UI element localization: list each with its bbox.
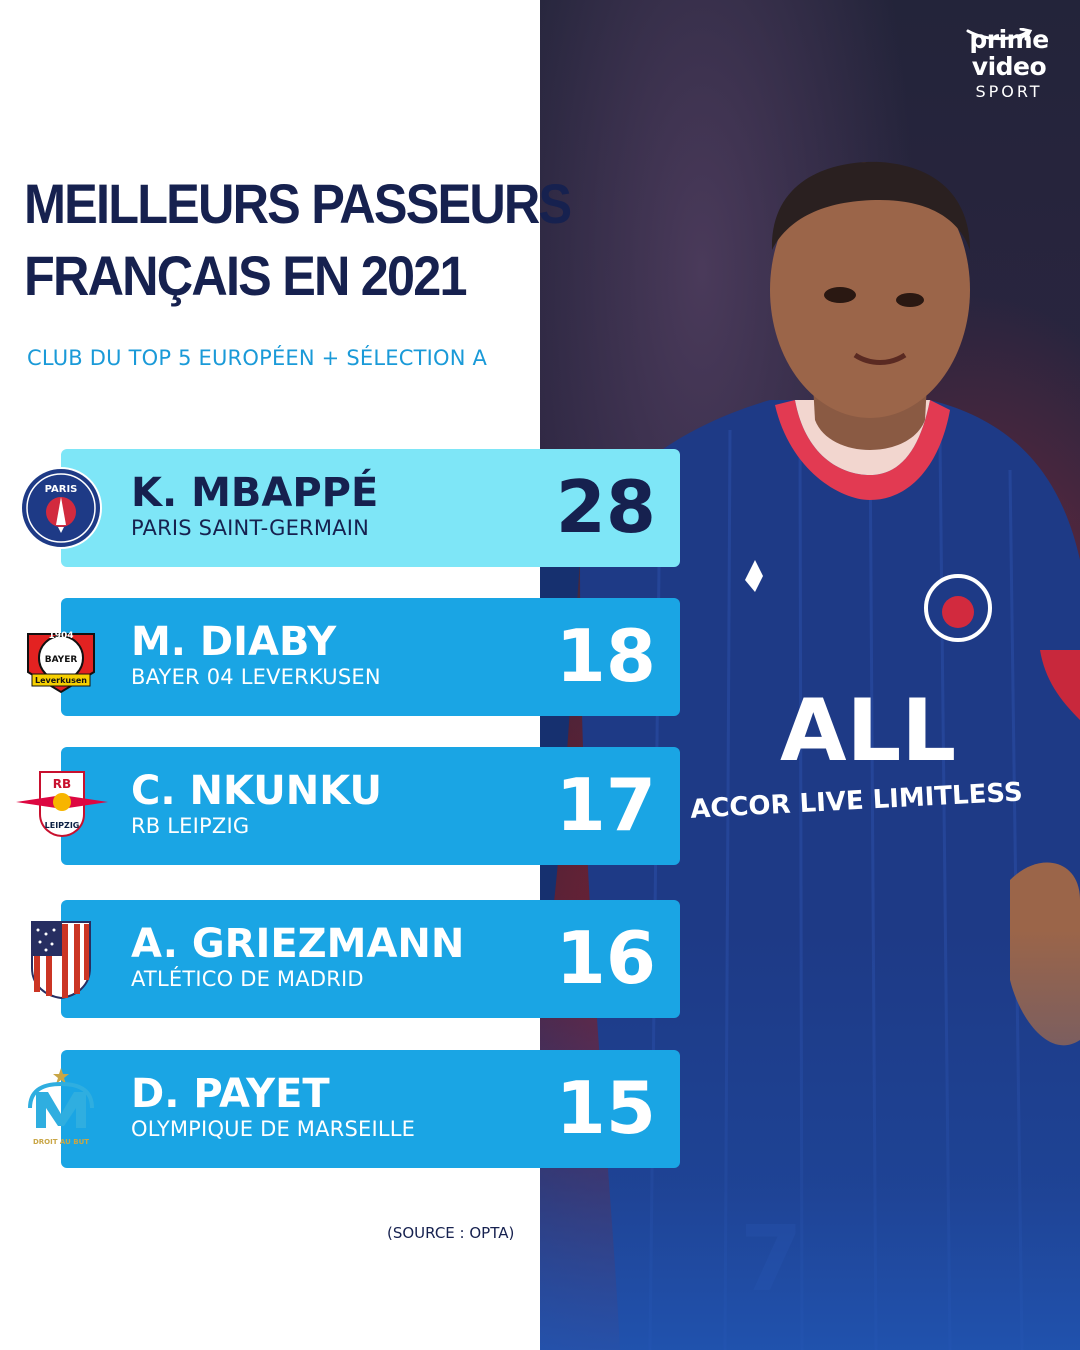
jersey-sponsor-logo: ALL [780,681,956,781]
ranking-row-4: A. GRIEZMANN ATLÉTICO DE MADRID 16 [61,900,680,1018]
svg-text:RB: RB [53,777,71,791]
prime-video-sport-logo: prime video SPORT [964,26,1054,101]
ranking-row-3: C. NKUNKU RB LEIPZIG 17 [61,747,680,865]
svg-text:LEIPZIG: LEIPZIG [45,821,80,830]
smile-arrow-icon [966,28,1033,41]
assists-value: 18 [555,614,656,698]
svg-text:1904: 1904 [48,631,73,641]
svg-text:Leverkusen: Leverkusen [35,676,87,685]
logo-line3: SPORT [975,82,1043,101]
ranking-row-5: D. PAYET OLYMPIQUE DE MARSEILLE 15 [61,1050,680,1168]
club-name: BAYER 04 LEVERKUSEN [131,665,381,689]
ranking-row-2: M. DIABY BAYER 04 LEVERKUSEN 18 [61,598,680,716]
svg-text:PARIS: PARIS [45,484,78,495]
source-note: (SOURCE : OPTA) [387,1224,515,1242]
assists-value: 16 [555,916,656,1000]
player-name: M. DIABY [131,619,337,665]
club-name: OLYMPIQUE DE MARSEILLE [131,1117,416,1141]
svg-text:DROIT AU BUT: DROIT AU BUT [33,1138,89,1146]
page-title: MEILLEURS PASSEURS FRANÇAIS EN 2021 [24,168,572,312]
club-name: RB LEIPZIG [131,814,250,838]
title-line2: FRANÇAIS EN 2021 [24,244,468,307]
player-photo: 7 ALL ACCOR LIVE LIMITLESS prime video S… [540,0,1080,1350]
club-name: PARIS SAINT-GERMAIN [131,516,370,540]
assists-value: 15 [555,1066,656,1150]
psg-crest-icon: PARIS [20,467,102,549]
title-line1: MEILLEURS PASSEURS [24,172,572,235]
player-name: A. GRIEZMANN [131,921,465,967]
leverkusen-crest-icon: 1904 BAYER Leverkusen [27,631,95,694]
subtitle: CLUB DU TOP 5 EUROPÉEN + SÉLECTION A [27,346,488,370]
assists-value: 28 [555,465,656,549]
player-name: K. MBAPPÉ [131,470,379,516]
atletico-crest-icon [31,921,91,1000]
ranking-row-1: K. MBAPPÉ PARIS SAINT-GERMAIN 28 [61,449,680,567]
club-name: ATLÉTICO DE MADRID [131,967,364,991]
svg-text:BAYER: BAYER [45,655,78,665]
assists-value: 17 [555,763,656,847]
logo-line2: video [971,52,1047,81]
player-name: D. PAYET [131,1071,330,1117]
rb-leipzig-crest-icon: RB LEIPZIG [16,771,108,838]
player-name: C. NKUNKU [131,768,382,814]
om-crest-icon: DROIT AU BUT [28,1068,94,1146]
